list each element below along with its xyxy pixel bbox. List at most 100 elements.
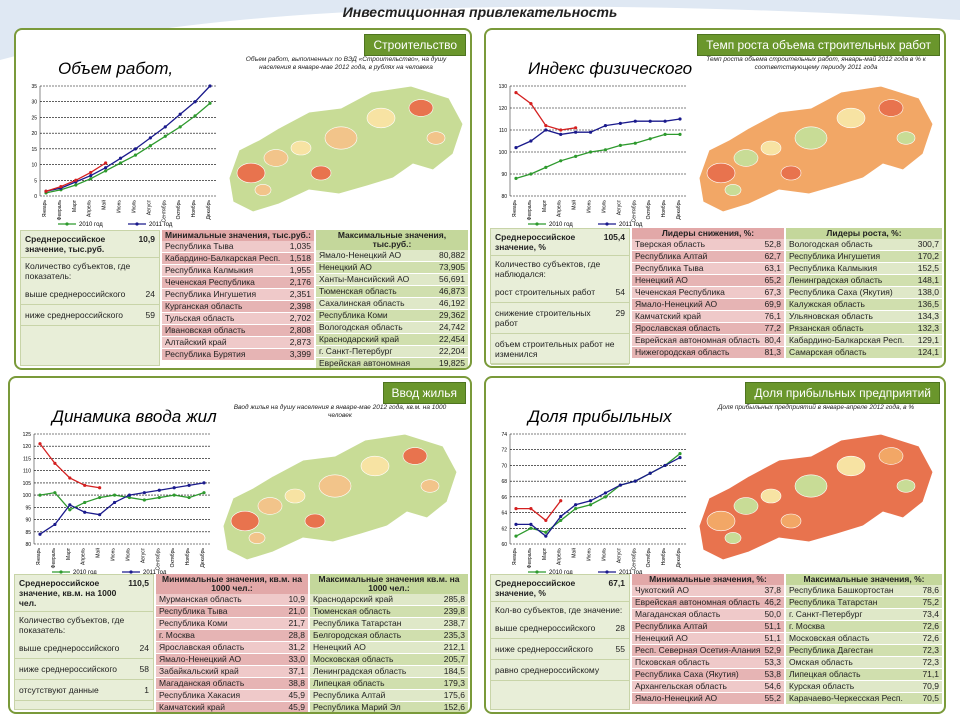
row-name: Ульяновская область bbox=[789, 311, 873, 321]
point bbox=[529, 507, 533, 511]
chart-title: Доля прибыльных bbox=[526, 407, 672, 426]
x-tick-label: Август bbox=[616, 199, 622, 215]
panel: Темп роста объема строительных работ Инде… bbox=[484, 28, 946, 368]
counts-value: 1 bbox=[144, 685, 149, 695]
map-area bbox=[794, 126, 828, 150]
counts-label: Количество субъектов, где наблюдался: bbox=[495, 259, 601, 279]
counts-value: 55 bbox=[615, 644, 625, 654]
table-row: Липецкая область 179,3 bbox=[310, 678, 468, 690]
table-row: Ненецкий АО 73,905 bbox=[316, 262, 468, 274]
map-caption: Ввод жилья на душу населения в январе-ма… bbox=[233, 404, 447, 419]
point bbox=[193, 114, 197, 118]
table-title: Минимальные значения, %: bbox=[632, 574, 784, 585]
row-name: Тюменская область bbox=[313, 606, 391, 616]
row-name: Республика Калмыкия bbox=[789, 263, 878, 273]
legend-marker bbox=[535, 222, 539, 226]
point bbox=[68, 508, 72, 512]
table-row: Республика Ингушетия 2,351 bbox=[162, 289, 314, 301]
table-row: Республика Татарстан 75,2 bbox=[786, 597, 942, 609]
counts-row: ниже среднероссийского 58 bbox=[15, 659, 153, 680]
point bbox=[603, 124, 608, 128]
row-value: 1,955 bbox=[289, 265, 311, 275]
row-value: 76,1 bbox=[764, 311, 781, 321]
y-tick-label: 70 bbox=[501, 463, 507, 469]
row-value: 2,808 bbox=[289, 325, 311, 335]
panel-tag: Строительство bbox=[364, 34, 466, 56]
row-value: 19,825 bbox=[439, 358, 465, 368]
counts-row: объем строительных работ не изменился bbox=[491, 334, 629, 365]
row-value: 152,6 bbox=[443, 702, 465, 712]
row-value: 2,702 bbox=[289, 313, 311, 323]
table-row: Вологодская область 300,7 bbox=[786, 239, 942, 251]
row-name: Республика Тыва bbox=[165, 241, 234, 251]
row-value: 179,3 bbox=[443, 678, 465, 688]
table-row: Республика Татарстан 238,7 bbox=[310, 618, 468, 630]
table-row: Ярославская область 31,2 bbox=[156, 642, 308, 654]
row-name: Забайкальский край bbox=[159, 666, 239, 676]
x-tick-label: Март bbox=[542, 547, 548, 560]
counts-name: выше среднероссийского bbox=[19, 643, 120, 653]
panel-tag: Темп роста объема строительных работ bbox=[697, 34, 940, 56]
row-name: Курская область bbox=[789, 681, 855, 691]
point bbox=[529, 172, 533, 176]
y-tick-label: 66 bbox=[501, 495, 507, 501]
x-tick-label: Апрель bbox=[557, 200, 563, 217]
point bbox=[98, 495, 102, 500]
x-tick-label: Октябрь bbox=[170, 548, 176, 568]
row-value: 2,351 bbox=[289, 289, 311, 299]
row-name: Краснодарский край bbox=[313, 594, 394, 604]
x-tick-label: Октябрь bbox=[646, 200, 652, 220]
y-tick-label: 120 bbox=[499, 106, 508, 112]
row-value: 285,8 bbox=[443, 594, 465, 604]
point bbox=[559, 499, 563, 503]
table-row: Республика Бурятия 3,399 bbox=[162, 349, 314, 361]
row-value: 55,2 bbox=[764, 693, 781, 703]
series-line bbox=[515, 133, 680, 180]
point bbox=[133, 147, 138, 151]
table-row: Республика Саха (Якутия) 53,8 bbox=[632, 669, 784, 681]
counts-value: 28 bbox=[615, 623, 625, 633]
map-area bbox=[878, 99, 904, 117]
point bbox=[514, 146, 518, 150]
table-mn: Минимальные значения, тыс.руб.: Республик… bbox=[162, 230, 314, 361]
row-name: Липецкая область bbox=[313, 678, 385, 688]
table-row: Забайкальский край 37,1 bbox=[156, 666, 308, 678]
table-body: Республика Тыва 1,035 Кабардино-Балкарская… bbox=[162, 241, 314, 361]
row-name: Ненецкий АО bbox=[319, 262, 372, 272]
y-tick-label: 115 bbox=[23, 456, 31, 462]
row-name: Курганская область bbox=[165, 301, 243, 311]
point bbox=[98, 513, 102, 517]
x-tick-label: Май bbox=[95, 548, 102, 558]
y-tick-label: 110 bbox=[499, 128, 507, 134]
x-tick-label: Июнь bbox=[587, 548, 593, 561]
table-mn: Минимальные значения, %: Чукотский АО 37,8… bbox=[632, 574, 784, 705]
point bbox=[89, 177, 93, 181]
row-value: 1,518 bbox=[289, 253, 311, 263]
row-value: 51,1 bbox=[764, 633, 781, 643]
point bbox=[59, 184, 63, 189]
table-row: Республика Хакасия 45,9 bbox=[156, 690, 308, 702]
table-row: Алтайский край 2,873 bbox=[162, 337, 314, 349]
y-tick-label: 90 bbox=[25, 518, 31, 524]
point bbox=[53, 491, 57, 495]
row-value: 21,7 bbox=[288, 618, 305, 628]
point bbox=[53, 522, 57, 527]
point bbox=[574, 154, 578, 158]
y-tick-label: 20 bbox=[31, 131, 37, 137]
x-tick-label: Ноябрь bbox=[185, 548, 191, 566]
table-row: Ярославская область 77,2 bbox=[632, 323, 784, 335]
map-area bbox=[780, 165, 802, 181]
point bbox=[178, 125, 182, 129]
series-line bbox=[45, 102, 211, 194]
point bbox=[559, 514, 563, 519]
counts-name: выше среднероссийского bbox=[495, 623, 596, 633]
row-name: Республика Башкортостан bbox=[789, 585, 894, 595]
table-row: Ленинградская область 184,5 bbox=[310, 666, 468, 678]
row-value: 129,1 bbox=[917, 335, 939, 345]
y-tick-label: 130 bbox=[499, 84, 508, 90]
row-value: 31,2 bbox=[288, 642, 305, 652]
point bbox=[618, 483, 622, 487]
map-area bbox=[263, 149, 289, 167]
x-tick-label: Февраль bbox=[51, 548, 57, 569]
table-row: Ленинградская область 148,1 bbox=[786, 275, 942, 287]
